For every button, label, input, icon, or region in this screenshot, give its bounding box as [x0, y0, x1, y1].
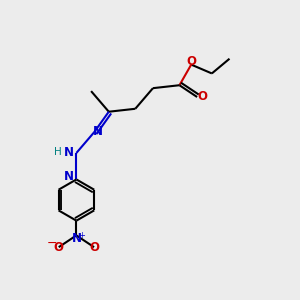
Text: N: N	[64, 170, 74, 183]
Text: O: O	[54, 241, 64, 254]
Text: N: N	[93, 125, 103, 138]
Text: −: −	[47, 237, 58, 250]
Text: O: O	[197, 91, 207, 103]
Text: +: +	[78, 232, 85, 241]
Text: O: O	[89, 241, 99, 254]
Text: O: O	[186, 55, 196, 68]
Text: N: N	[64, 146, 74, 159]
Text: H: H	[54, 147, 62, 157]
Text: N: N	[71, 232, 81, 245]
